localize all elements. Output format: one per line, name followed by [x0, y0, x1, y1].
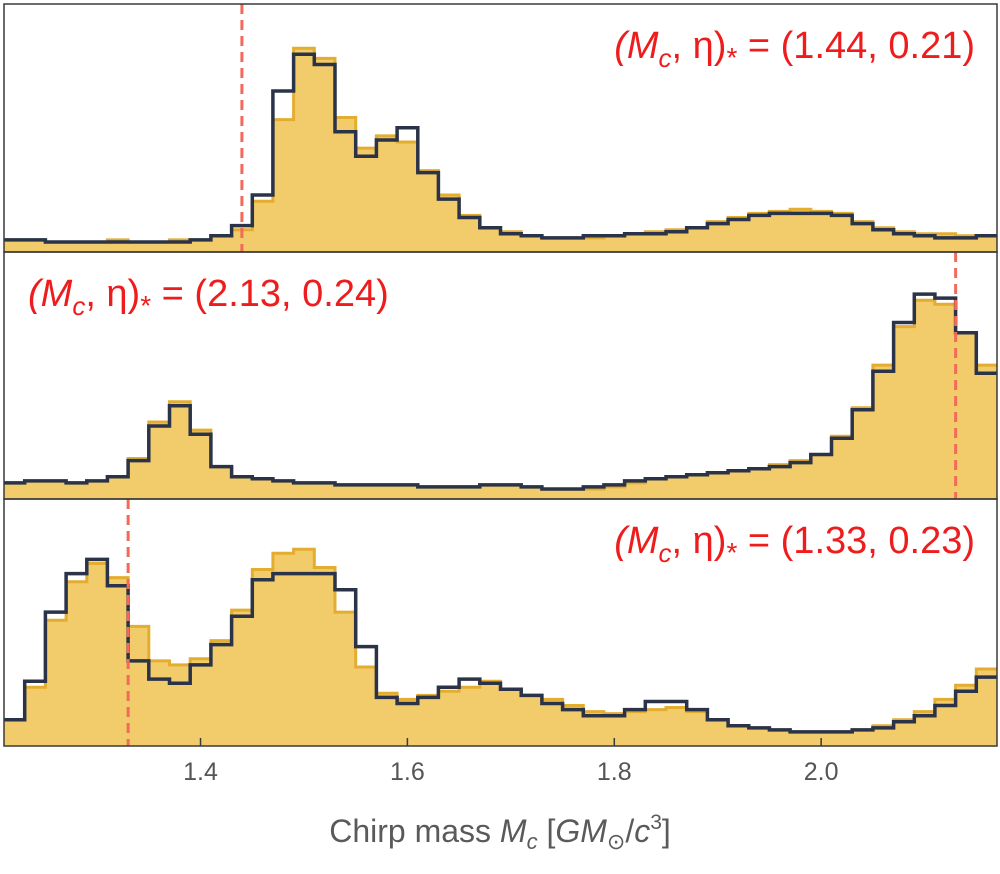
step-histogram-panel-1: [4, 52, 997, 244]
x-tick-label-1.8: 1.8: [597, 758, 632, 786]
injection-annotation-panel-3: (Mc, η)* = (1.33, 0.23): [614, 520, 975, 568]
step-histogram-panel-3: [4, 557, 997, 734]
x-tick-label-2.0: 2.0: [804, 758, 839, 786]
filled-histogram-panel-3: [4, 549, 997, 746]
x-tick-label-1.4: 1.4: [183, 758, 218, 786]
injection-annotation-panel-2: (Mc, η)* = (2.13, 0.24): [28, 273, 389, 321]
filled-histogram-panel-1: [4, 48, 997, 253]
filled-histogram-edge-panel-1: [4, 46, 997, 244]
x-axis-label: Chirp mass Mc [GM⊙/c3]: [329, 811, 671, 854]
panel-2: (Mc, η)* = (2.13, 0.24): [4, 252, 997, 499]
panel-3: (Mc, η)* = (1.33, 0.23): [4, 499, 997, 746]
panel-1: (Mc, η)* = (1.44, 0.21): [4, 4, 997, 253]
x-tick-label-1.6: 1.6: [390, 758, 425, 786]
panel-frame-3: [3, 498, 998, 747]
x-axis: 1.4 1.6 1.8 2.0: [183, 738, 839, 786]
step-histogram-panel-2: [4, 292, 997, 491]
histogram-panels: (Mc, η)* = (1.44, 0.21) (Mc, η)* = (2.13,…: [3, 3, 998, 747]
filled-histogram-panel-2: [4, 300, 997, 499]
injection-annotation-panel-1: (Mc, η)* = (1.44, 0.21): [614, 25, 975, 73]
